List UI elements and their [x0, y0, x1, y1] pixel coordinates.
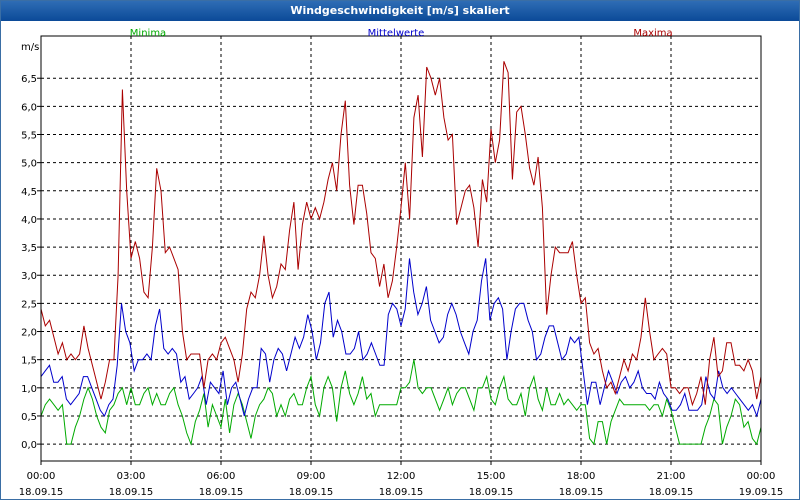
plot-border [40, 35, 762, 462]
series-line-mittelwerte [40, 258, 762, 418]
legend-entry-maxima: Maxima [633, 28, 672, 39]
series-lines [40, 61, 762, 446]
x-tick-date-label: 18.09.15 [559, 487, 604, 498]
y-tick-label: 4,0 [21, 215, 37, 226]
y-tick-label: 3,5 [21, 243, 37, 254]
grid [41, 36, 761, 461]
x-tick-time-label: 09:00 [297, 471, 326, 482]
x-tick-date-label: 18.09.15 [289, 487, 334, 498]
x-tick-date-label: 18.09.15 [649, 487, 694, 498]
x-tick-time-label: 00:00 [747, 471, 776, 482]
y-tick-label: 1,0 [21, 384, 37, 395]
series-line-maxima [40, 61, 762, 407]
y-tick-label: 5,5 [21, 131, 37, 142]
x-tick-date-label: 18.09.15 [109, 487, 154, 498]
x-tick-time-label: 15:00 [477, 471, 506, 482]
x-tick-time-label: 03:00 [117, 471, 146, 482]
axes: 0,0 0,5 1,0 1,5 2,0 2,5 3,0 3,5 4,0 4,5 5,0 5,5 6,0 6… [19, 35, 784, 498]
y-tick-label: 0,5 [21, 412, 37, 423]
x-tick-date-label: 18.09.15 [379, 487, 424, 498]
y-axis-unit-label: m/s [21, 42, 39, 53]
y-tick-label: 0,0 [21, 440, 37, 451]
legend: Minima Mittelwerte Maxima [130, 28, 673, 39]
legend-entry-mittelwerte: Mittelwerte [368, 28, 425, 39]
y-tick-label: 3,0 [21, 271, 37, 282]
series-line-minima [40, 359, 762, 446]
x-tick-date-label: 18.09.15 [469, 487, 514, 498]
x-tick-time-label: 21:00 [657, 471, 686, 482]
x-tick-time-label: 06:00 [207, 471, 236, 482]
y-tick-label: 6,5 [21, 74, 37, 85]
x-tick-time-label: 12:00 [387, 471, 416, 482]
x-tick-date-label: 18.09.15 [19, 487, 64, 498]
wind-speed-chart: 0,0 0,5 1,0 1,5 2,0 2,5 3,0 3,5 4,0 4,5 5,0 5,5 6,0 6… [19, 28, 784, 498]
y-tick-label: 4,5 [21, 187, 37, 198]
y-tick-label: 6,0 [21, 102, 37, 113]
window-title: Windgeschwindigkeit [m/s] skaliert [1, 1, 799, 21]
y-tick-label: 2,5 [21, 299, 37, 310]
y-tick-label: 1,5 [21, 356, 37, 367]
legend-entry-minima: Minima [130, 28, 166, 39]
x-tick-date-label: 19.09.15 [739, 487, 784, 498]
y-tick-label: 5,0 [21, 159, 37, 170]
x-tick-time-label: 18:00 [567, 471, 596, 482]
y-tick-label: 2,0 [21, 328, 37, 339]
x-tick-date-label: 18.09.15 [199, 487, 244, 498]
x-tick-time-label: 00:00 [27, 471, 56, 482]
